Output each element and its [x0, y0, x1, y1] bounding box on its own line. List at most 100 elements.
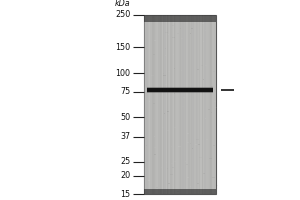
Bar: [183, 97, 185, 98]
Bar: [172, 15, 173, 194]
Bar: [154, 54, 155, 55]
Text: 37: 37: [120, 132, 130, 141]
Bar: [147, 88, 213, 92]
Bar: [209, 15, 210, 194]
Bar: [206, 15, 208, 194]
Bar: [197, 69, 199, 70]
Bar: [170, 15, 172, 194]
Bar: [213, 71, 215, 72]
Bar: [200, 40, 202, 41]
Bar: [187, 133, 189, 134]
Bar: [188, 15, 190, 194]
Bar: [164, 113, 165, 114]
Bar: [208, 109, 210, 110]
Bar: [160, 15, 161, 194]
Bar: [172, 91, 173, 92]
Bar: [172, 54, 174, 55]
Bar: [178, 146, 181, 147]
Bar: [205, 65, 207, 66]
Bar: [148, 15, 149, 194]
Bar: [164, 75, 166, 76]
Bar: [146, 15, 148, 194]
Bar: [190, 15, 191, 194]
Bar: [185, 161, 186, 162]
Bar: [190, 143, 191, 144]
Bar: [154, 15, 155, 194]
Bar: [147, 71, 149, 72]
Bar: [154, 154, 155, 155]
Bar: [204, 15, 205, 194]
Bar: [183, 16, 184, 17]
Bar: [174, 15, 175, 194]
Bar: [156, 187, 158, 188]
Bar: [182, 38, 183, 39]
Bar: [187, 177, 189, 178]
Bar: [203, 79, 204, 80]
Bar: [154, 40, 156, 41]
Bar: [147, 87, 213, 88]
Bar: [169, 71, 170, 72]
Bar: [196, 15, 197, 194]
Bar: [147, 89, 213, 90]
Bar: [172, 167, 174, 168]
Bar: [190, 33, 191, 34]
Bar: [198, 15, 199, 194]
Bar: [153, 103, 155, 104]
Bar: [149, 15, 150, 194]
Bar: [144, 15, 216, 22]
Bar: [150, 15, 151, 194]
Bar: [144, 99, 146, 100]
Bar: [181, 15, 182, 194]
Bar: [201, 65, 203, 66]
Bar: [202, 23, 204, 24]
Bar: [176, 15, 178, 194]
Bar: [192, 15, 193, 194]
Bar: [166, 162, 167, 163]
Bar: [167, 130, 169, 131]
Bar: [190, 186, 191, 187]
Bar: [162, 15, 163, 194]
Bar: [158, 15, 160, 194]
Bar: [181, 70, 182, 71]
Bar: [144, 15, 216, 194]
Bar: [172, 25, 174, 26]
Bar: [202, 15, 203, 194]
Bar: [144, 189, 216, 194]
Bar: [200, 15, 202, 194]
Bar: [175, 15, 176, 194]
Bar: [163, 15, 164, 194]
Bar: [163, 73, 164, 74]
Bar: [157, 15, 158, 194]
Bar: [198, 144, 200, 145]
Bar: [199, 15, 200, 194]
Bar: [192, 148, 194, 149]
Bar: [152, 15, 154, 194]
Bar: [205, 118, 206, 119]
Bar: [172, 185, 173, 186]
Bar: [144, 15, 145, 194]
Bar: [180, 15, 181, 194]
Text: 50: 50: [120, 113, 130, 122]
Bar: [194, 15, 196, 194]
Bar: [178, 15, 179, 194]
Text: 25: 25: [120, 157, 130, 166]
Bar: [171, 146, 172, 147]
Bar: [145, 15, 146, 194]
Bar: [211, 15, 212, 194]
Text: 75: 75: [120, 87, 130, 96]
Bar: [196, 139, 199, 140]
Bar: [147, 91, 213, 92]
Bar: [146, 145, 147, 146]
Bar: [149, 101, 150, 102]
Text: kDa: kDa: [115, 0, 130, 8]
Bar: [177, 33, 178, 34]
Bar: [168, 15, 169, 194]
Bar: [152, 75, 154, 76]
Bar: [195, 144, 197, 145]
Bar: [202, 41, 204, 42]
Bar: [174, 22, 176, 23]
Bar: [214, 15, 215, 194]
Bar: [162, 127, 164, 128]
Bar: [168, 34, 169, 35]
Bar: [211, 112, 212, 113]
